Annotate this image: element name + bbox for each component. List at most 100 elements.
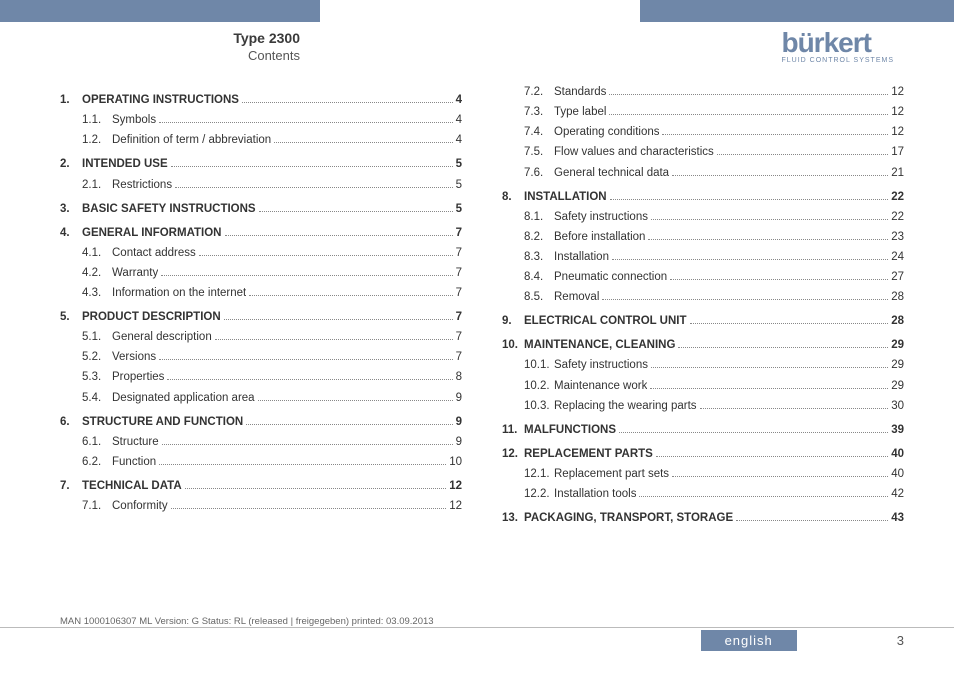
toc-entry-main[interactable]: 12.Replacement parts40: [502, 446, 904, 462]
toc-leader-dots: [159, 464, 446, 465]
toc-page: 12: [449, 498, 462, 514]
toc-leader-dots: [662, 134, 888, 135]
toc-entry-main[interactable]: 1.Operating instructions4: [60, 92, 462, 108]
toc-entry-sub[interactable]: 1.1.Symbols4: [60, 112, 462, 128]
toc-entry-sub[interactable]: 7.2.Standards12: [502, 84, 904, 100]
toc-entry-sub[interactable]: 4.2.Warranty7: [60, 265, 462, 281]
toc-page: 10: [449, 454, 462, 470]
toc-entry-sub[interactable]: 12.2.Installation tools42: [502, 486, 904, 502]
toc-leader-dots: [648, 239, 888, 240]
toc-page: 7: [456, 265, 462, 281]
toc-title: Removal: [554, 289, 599, 305]
toc-title: Contact address: [112, 245, 196, 261]
toc-title: Replacement part sets: [554, 466, 669, 482]
toc-entry-main[interactable]: 4.General information7: [60, 225, 462, 241]
toc-entry-main[interactable]: 5.Product description7: [60, 309, 462, 325]
toc-entry-sub[interactable]: 8.1.Safety instructions22: [502, 209, 904, 225]
toc-column-left: 1.Operating instructions41.1.Symbols41.2…: [60, 84, 462, 530]
toc-page: 29: [891, 337, 904, 353]
toc-title: Maintenance, cleaning: [524, 337, 675, 353]
toc-number: 8.2.: [524, 229, 554, 245]
toc-page: 7: [456, 285, 462, 301]
toc-entry-sub[interactable]: 5.4.Designated application area9: [60, 390, 462, 406]
toc-title: Restrictions: [112, 177, 172, 193]
toc-entry-sub[interactable]: 1.2.Definition of term / abbreviation4: [60, 132, 462, 148]
toc-number: 5.: [60, 309, 82, 325]
toc-entry-sub[interactable]: 6.1.Structure9: [60, 434, 462, 450]
toc-page: 28: [891, 313, 904, 329]
toc-title: Operating instructions: [82, 92, 239, 108]
toc-leader-dots: [171, 166, 453, 167]
toc-entry-main[interactable]: 3.Basic safety instructions5: [60, 201, 462, 217]
toc-entry-sub[interactable]: 8.3.Installation24: [502, 249, 904, 265]
toc-leader-dots: [609, 94, 888, 95]
toc-page: 5: [456, 177, 462, 193]
page-number: 3: [897, 633, 904, 648]
toc-entry-sub[interactable]: 7.4.Operating conditions12: [502, 124, 904, 140]
toc-title: Versions: [112, 349, 156, 365]
toc-leader-dots: [259, 211, 453, 212]
toc-title: Structure: [112, 434, 159, 450]
toc-title: Before installation: [554, 229, 645, 245]
toc-entry-sub[interactable]: 6.2.Function10: [60, 454, 462, 470]
toc-entry-sub[interactable]: 4.1.Contact address7: [60, 245, 462, 261]
toc-entry-main[interactable]: 11.Malfunctions39: [502, 422, 904, 438]
toc-entry-main[interactable]: 6.Structure and function9: [60, 414, 462, 430]
toc-title: Standards: [554, 84, 606, 100]
toc-number: 10.3.: [524, 398, 554, 414]
toc-number: 8.3.: [524, 249, 554, 265]
toc-page: 27: [891, 269, 904, 285]
toc-entry-sub[interactable]: 5.2.Versions7: [60, 349, 462, 365]
logo-subtitle: FLUID CONTROL SYSTEMS: [781, 57, 894, 64]
toc-entry-sub[interactable]: 5.3.Properties8: [60, 369, 462, 385]
toc-title: Operating conditions: [554, 124, 659, 140]
toc-number: 2.: [60, 156, 82, 172]
toc-entry-main[interactable]: 7.Technical data12: [60, 478, 462, 494]
toc-entry-sub[interactable]: 10.2.Maintenance work29: [502, 378, 904, 394]
toc-entry-sub[interactable]: 7.5.Flow values and characteristics17: [502, 144, 904, 160]
toc-page: 5: [456, 156, 462, 172]
toc-title: Maintenance work: [554, 378, 647, 394]
toc-title: Flow values and characteristics: [554, 144, 714, 160]
toc-leader-dots: [258, 400, 453, 401]
top-bar-left: [0, 0, 320, 22]
toc-entry-main[interactable]: 2.Intended use5: [60, 156, 462, 172]
toc-entry-sub[interactable]: 5.1.General description7: [60, 329, 462, 345]
toc-entry-sub[interactable]: 7.1.Conformity12: [60, 498, 462, 514]
toc-entry-main[interactable]: 9.Electrical control unit28: [502, 313, 904, 329]
toc-title: Symbols: [112, 112, 156, 128]
toc-leader-dots: [159, 122, 452, 123]
toc-entry-main[interactable]: 10.Maintenance, cleaning 29: [502, 337, 904, 353]
toc-number: 10.: [502, 337, 524, 353]
toc-title: Pneumatic connection: [554, 269, 667, 285]
toc-title: Basic safety instructions: [82, 201, 256, 217]
toc-entry-main[interactable]: 8.Installation22: [502, 189, 904, 205]
toc-entry-sub[interactable]: 8.5.Removal28: [502, 289, 904, 305]
toc-leader-dots: [161, 275, 452, 276]
toc-number: 11.: [502, 422, 524, 438]
toc-page: 9: [456, 390, 462, 406]
toc-entry-sub[interactable]: 7.3.Type label12: [502, 104, 904, 120]
toc-entry-sub[interactable]: 7.6.General technical data21: [502, 165, 904, 181]
toc-title: Safety instructions: [554, 209, 648, 225]
toc-page: 7: [456, 245, 462, 261]
toc-entry-main[interactable]: 13.Packaging, transport, storage43: [502, 510, 904, 526]
toc-title: Properties: [112, 369, 164, 385]
toc-columns: 1.Operating instructions41.1.Symbols41.2…: [0, 76, 954, 530]
toc-leader-dots: [602, 299, 888, 300]
toc-entry-sub[interactable]: 10.3.Replacing the wearing parts30: [502, 398, 904, 414]
top-accent-bars: [0, 0, 954, 22]
toc-entry-sub[interactable]: 2.1.Restrictions5: [60, 177, 462, 193]
toc-leader-dots: [610, 199, 889, 200]
toc-leader-dots: [717, 154, 888, 155]
toc-number: 1.1.: [82, 112, 112, 128]
toc-entry-sub[interactable]: 8.2.Before installation 23: [502, 229, 904, 245]
toc-page: 12: [449, 478, 462, 494]
toc-entry-sub[interactable]: 8.4.Pneumatic connection27: [502, 269, 904, 285]
toc-page: 29: [891, 357, 904, 373]
toc-page: 23: [891, 229, 904, 245]
toc-entry-sub[interactable]: 12.1.Replacement part sets40: [502, 466, 904, 482]
toc-entry-sub[interactable]: 10.1.Safety instructions29: [502, 357, 904, 373]
toc-page: 4: [456, 92, 462, 108]
toc-entry-sub[interactable]: 4.3.Information on the internet7: [60, 285, 462, 301]
